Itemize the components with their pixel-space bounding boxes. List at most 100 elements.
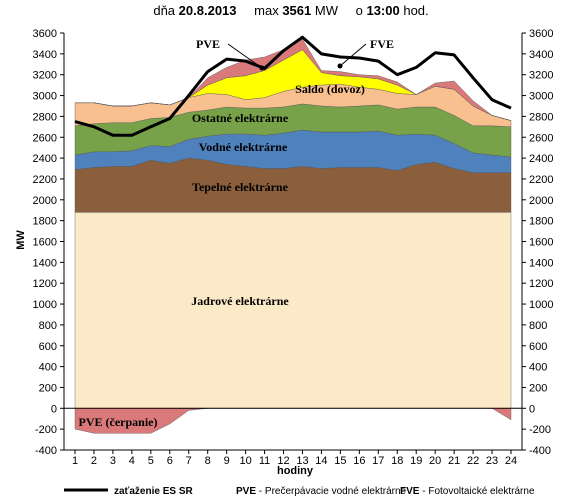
- legend-pve-desc: - Prečerpávacie vodné elektrárne: [256, 486, 407, 497]
- load-line: [74, 35, 512, 137]
- y-tick-label-left-0: 0: [51, 403, 57, 415]
- x-tick-label-21: 21: [448, 455, 460, 467]
- area-label-6: FVE: [370, 37, 394, 51]
- x-tick-label-17: 17: [372, 455, 384, 467]
- x-axis-title: hodiny: [277, 465, 314, 477]
- header-prefix: dňa: [153, 3, 175, 18]
- y-tick-label-left-1400: 1400: [33, 257, 57, 269]
- axes: -400 -400 -200 -200 0 0 200 200 400 400 600 600 800 8…: [33, 28, 554, 467]
- y-tick-label-right-800: 800: [529, 320, 547, 332]
- y-tick-label-left-200: 200: [39, 382, 57, 394]
- y-tick-label-left-1600: 1600: [33, 237, 57, 249]
- y-axis-title: MW: [15, 230, 27, 250]
- y-tick-label-right-1800: 1800: [529, 216, 553, 228]
- y-tick-label-right-0: 0: [529, 403, 535, 415]
- x-tick-label-20: 20: [429, 455, 441, 467]
- y-tick-label-left-800: 800: [39, 320, 57, 332]
- area-labels: Jadrové elektrárne Tepelné elektrárne Vodn…: [79, 37, 394, 429]
- y-tick-label-right-600: 600: [529, 341, 547, 353]
- y-tick-label-left-2200: 2200: [33, 174, 57, 186]
- y-tick-label-left-2800: 2800: [33, 111, 57, 123]
- area-label-5: PVE: [196, 37, 220, 51]
- y-tick-label-left-1800: 1800: [33, 216, 57, 228]
- stacked-areas: [64, 33, 522, 450]
- header-max-label: max: [254, 3, 279, 18]
- x-tick-label-8: 8: [205, 455, 211, 467]
- y-tick-label-left-2600: 2600: [33, 132, 57, 144]
- y-tick-label-left-3000: 3000: [33, 91, 57, 103]
- x-tick-label-18: 18: [391, 455, 403, 467]
- legend-fve-key: FVE: [400, 486, 420, 497]
- y-tick-label-right-2600: 2600: [529, 132, 553, 144]
- y-tick-label-left-2000: 2000: [33, 195, 57, 207]
- x-tick-label-14: 14: [315, 455, 327, 467]
- x-tick-label-9: 9: [224, 455, 230, 467]
- y-tick-label-right-3400: 3400: [529, 49, 553, 61]
- x-tick-label-3: 3: [110, 455, 116, 467]
- x-tick-label-5: 5: [148, 455, 154, 467]
- pve-pointer: [227, 43, 263, 69]
- y-tick-label-left-1200: 1200: [33, 278, 57, 290]
- x-tick-label-22: 22: [467, 455, 479, 467]
- x-tick-label-1: 1: [72, 455, 78, 467]
- y-tick-label-left-600: 600: [39, 341, 57, 353]
- y-tick-label-right-3200: 3200: [529, 70, 553, 82]
- legend-pve-key: PVE: [236, 486, 256, 497]
- x-tick-label-23: 23: [486, 455, 498, 467]
- y-tick-label-left--400: -400: [35, 445, 57, 457]
- x-tick-label-10: 10: [239, 455, 251, 467]
- x-tick-label-6: 6: [167, 455, 173, 467]
- x-tick-label-15: 15: [334, 455, 346, 467]
- x-tick-label-24: 24: [505, 455, 517, 467]
- area-label-0: Jadrové elektrárne: [191, 294, 289, 308]
- y-tick-label-left-3200: 3200: [33, 70, 57, 82]
- fve-pointer-dot: [337, 63, 343, 69]
- y-tick-label-right-1400: 1400: [529, 257, 553, 269]
- area-label-3: Ostatné elektrárne: [192, 111, 289, 125]
- y-tick-label-right-400: 400: [529, 362, 547, 374]
- header-time-unit: hod.: [403, 3, 428, 18]
- x-tick-label-2: 2: [91, 455, 97, 467]
- x-tick-label-12: 12: [277, 455, 289, 467]
- y-tick-label-right-2400: 2400: [529, 153, 553, 165]
- y-tick-label-right-200: 200: [529, 382, 547, 394]
- y-tick-label-right-1000: 1000: [529, 299, 553, 311]
- y-tick-label-right-2800: 2800: [529, 111, 553, 123]
- chart-header: dňa 20.8.2013 max 3561 MW o 13:00 hod.: [153, 3, 428, 18]
- x-tick-label-4: 4: [129, 455, 135, 467]
- area-label-2: Vodné elektrárne: [199, 140, 288, 154]
- y-tick-label-left-3600: 3600: [33, 28, 57, 40]
- area-label-4: Saldo (dovoz): [295, 82, 365, 96]
- y-tick-label-right--400: -400: [529, 445, 551, 457]
- header-time: 13:00: [366, 3, 399, 18]
- y-tick-label-left--200: -200: [35, 424, 57, 436]
- area-6: [75, 39, 512, 121]
- y-tick-label-right-1600: 1600: [529, 237, 553, 249]
- pve-pointer-dot: [259, 65, 265, 71]
- y-tick-label-right-3600: 3600: [529, 28, 553, 40]
- x-tick-label-11: 11: [259, 455, 270, 467]
- x-tick-label-7: 7: [186, 455, 192, 467]
- area-0: [74, 212, 512, 409]
- header-time-prefix: o: [356, 3, 363, 18]
- legend-load-label: zaťaženie ES SR: [114, 486, 193, 497]
- y-tick-label-left-2400: 2400: [33, 153, 57, 165]
- area-label-1: Tepelné elektrárne: [192, 180, 289, 194]
- legend-fve-desc: - Fotovoltaické elektrárne: [419, 486, 534, 497]
- y-tick-label-left-3400: 3400: [33, 49, 57, 61]
- y-tick-label-right-2200: 2200: [529, 174, 553, 186]
- x-tick-label-19: 19: [410, 455, 422, 467]
- legend-fve-label: FVE - Fotovoltaické elektrárne: [400, 486, 535, 497]
- y-tick-label-left-1000: 1000: [33, 299, 57, 311]
- header-max-value: 3561: [282, 3, 311, 18]
- fve-pointer: [339, 43, 367, 67]
- header-max-unit: MW: [315, 3, 339, 18]
- y-tick-label-right--200: -200: [529, 424, 551, 436]
- y-tick-label-right-2000: 2000: [529, 195, 553, 207]
- y-tick-label-left-400: 400: [39, 362, 57, 374]
- y-tick-label-right-3000: 3000: [529, 91, 553, 103]
- legend: zaťaženie ES SR PVE - Prečerpávacie vodn…: [64, 486, 535, 497]
- x-tick-label-16: 16: [353, 455, 365, 467]
- header-date: 20.8.2013: [179, 3, 237, 18]
